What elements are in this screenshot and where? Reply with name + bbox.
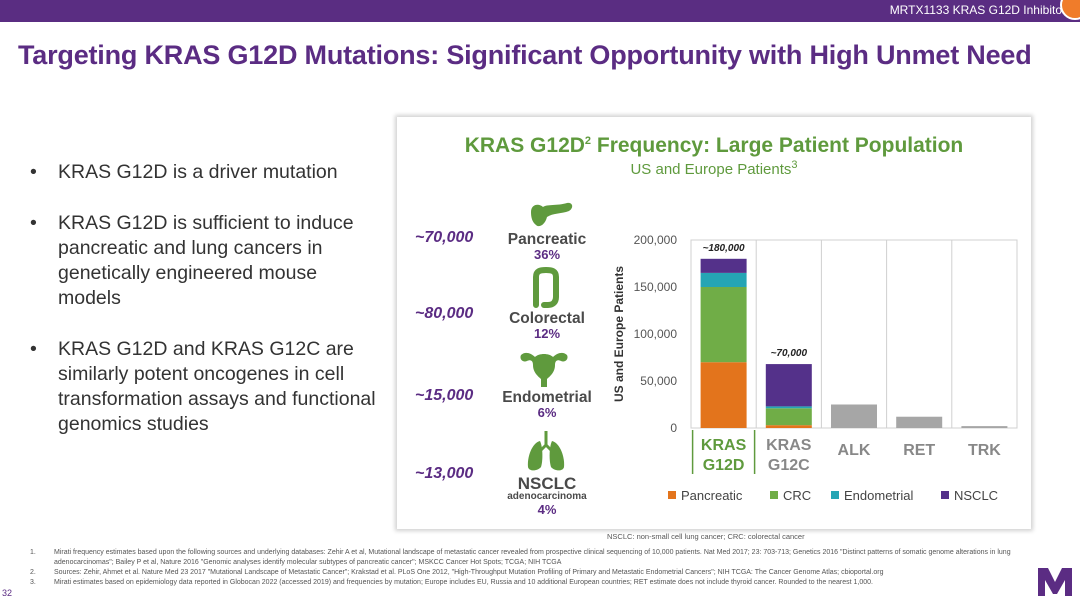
nsclc-label: NSCLC	[517, 474, 577, 493]
nsclc-count: ~13,000	[415, 465, 474, 482]
y-tick-label: 150,000	[634, 280, 678, 294]
bar-total-label: ~180,000	[703, 243, 745, 254]
reference-item: 2. Sources: Zehir, Ahmet et al. Nature Me…	[30, 569, 884, 576]
colon-icon	[533, 267, 559, 308]
legend-label: Endometrial	[844, 488, 913, 503]
bar-segment-pancreatic	[700, 362, 747, 428]
bullet-item: • KRAS G12D and KRAS G12C are similarly p…	[30, 338, 376, 435]
slide-title: Targeting KRAS G12D Mutations: Significa…	[18, 40, 1032, 70]
colorectal-label: Colorectal	[509, 310, 585, 327]
endometrial-pct: 6%	[537, 405, 557, 420]
lungs-icon	[527, 431, 565, 471]
reference-item: 3. Mirati estimates based on epidemiology…	[30, 579, 873, 586]
endometrial-count: ~15,000	[415, 387, 474, 404]
y-axis-label: US and Europe Patients	[612, 266, 626, 402]
bar-segment-crc	[700, 287, 747, 363]
bar-segment-endometrial	[765, 406, 812, 409]
legend-swatch-pancreatic	[668, 491, 676, 499]
legend-label: Pancreatic	[681, 488, 743, 503]
pancreas-icon	[531, 202, 573, 227]
legend-swatch-endometrial	[831, 491, 839, 499]
bullet-dot-icon: •	[30, 212, 37, 234]
references: 1. Mirati frequency estimates based upon …	[30, 548, 1030, 588]
chart-title: KRAS G12D2 Frequency: Large Patient Popu…	[464, 134, 964, 157]
top-bar: MRTX1133 KRAS G12D Inhibitor	[0, 0, 1080, 22]
uterus-icon	[520, 352, 568, 387]
chart-subtitle: US and Europe Patients3	[630, 159, 798, 178]
page-number: 32	[2, 588, 13, 598]
bullet-dot-icon: •	[30, 161, 37, 183]
y-tick-label: 200,000	[634, 233, 678, 247]
bullet-dot-icon: •	[30, 338, 37, 360]
bar-segment-other	[961, 426, 1008, 428]
colorectal-pct: 12%	[533, 326, 561, 341]
pancreatic-pct: 36%	[533, 247, 561, 262]
header-tag: MRTX1133 KRAS G12D Inhibitor	[889, 3, 1066, 17]
reference-item: 1. Mirati frequency estimates based upon …	[30, 549, 1011, 566]
nsclc-pct: 4%	[537, 502, 557, 517]
bar-segment-nsclc	[765, 364, 812, 407]
bar-segment-crc	[765, 408, 812, 426]
nsclc-subtype: adenocarcinoma	[507, 491, 587, 502]
x-category-label: KRAS	[701, 437, 747, 454]
x-category-label: TRK	[968, 442, 1001, 459]
x-category-label: G12D	[703, 457, 745, 474]
legend-label: CRC	[783, 488, 811, 503]
frequency-panel: KRAS G12D2 Frequency: Large Patient Popu…	[397, 117, 1031, 529]
company-badge-icon	[1060, 0, 1080, 20]
bar-segment-pancreatic	[765, 425, 812, 428]
company-logo-icon	[1038, 568, 1072, 596]
y-tick-label: 100,000	[634, 327, 678, 341]
legend-label: NSCLC	[954, 488, 998, 503]
pancreatic-count: ~70,000	[415, 229, 474, 246]
bar-segment-other	[896, 416, 943, 428]
bar-segment-endometrial	[700, 272, 747, 287]
pancreatic-label: Pancreatic	[507, 231, 587, 248]
endometrial-label: Endometrial	[502, 389, 592, 406]
abbreviation-note: NSCLC: non-small cell lung cancer; CRC: …	[607, 532, 805, 541]
x-category-label: RET	[903, 442, 935, 459]
bar-segment-other	[831, 404, 877, 428]
y-tick-label: 50,000	[640, 374, 677, 388]
legend-swatch-crc	[770, 491, 778, 499]
bar-total-label: ~70,000	[771, 348, 808, 359]
x-category-label: ALK	[838, 442, 871, 459]
bar-chart: 0 50,000 100,000 150,000 200,000 US and Europ…	[612, 233, 1018, 503]
bullet-item: • KRAS G12D is a driver mutation	[30, 161, 338, 183]
legend-swatch-nsclc	[941, 491, 949, 499]
colorectal-count: ~80,000	[415, 305, 474, 322]
bullet-item: • KRAS G12D is sufficient to induce pancr…	[30, 212, 354, 309]
bar-segment-nsclc	[700, 258, 747, 273]
x-category-label: G12C	[768, 457, 810, 474]
x-category-label: KRAS	[766, 437, 812, 454]
bullet-list: • KRAS G12D is a driver mutation • KRAS G1…	[30, 160, 380, 463]
y-tick-label: 0	[670, 421, 677, 435]
